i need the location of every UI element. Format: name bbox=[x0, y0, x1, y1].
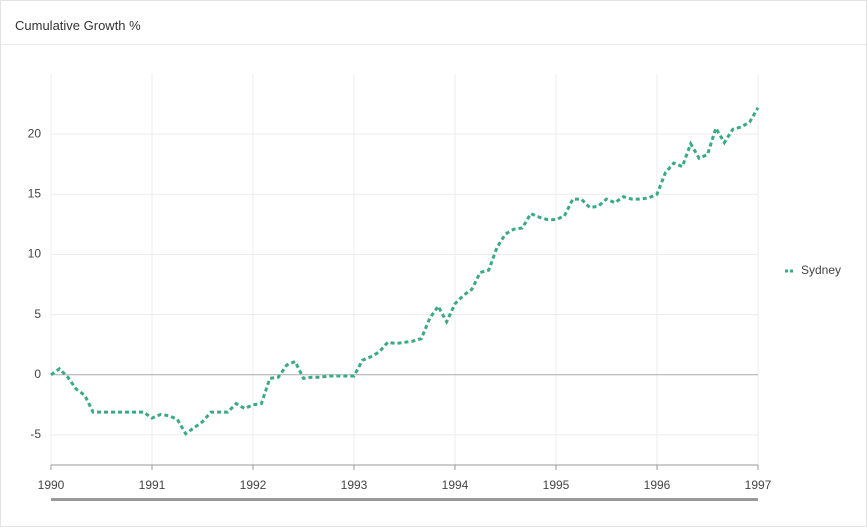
y-tick-label: 0 bbox=[34, 367, 41, 381]
x-tick-label: 1995 bbox=[543, 478, 570, 492]
y-tick-label: 15 bbox=[28, 186, 42, 200]
y-tick-label: 5 bbox=[34, 307, 41, 321]
x-tick-label: 1990 bbox=[38, 478, 65, 492]
scrollbar bbox=[51, 498, 758, 501]
x-tick-label: 1993 bbox=[341, 478, 368, 492]
x-tick-label: 1992 bbox=[240, 478, 267, 492]
x-tick-label: 1991 bbox=[139, 478, 166, 492]
card-header bbox=[1, 1, 866, 45]
line bbox=[50, 106, 760, 436]
y-tick-label: -5 bbox=[30, 427, 41, 441]
x-tick-label: 1997 bbox=[745, 478, 772, 492]
x-tick-label: 1996 bbox=[644, 478, 671, 492]
y-tick-label: 10 bbox=[28, 247, 42, 261]
y-tick-label: 20 bbox=[28, 126, 42, 140]
x-tick-label: 1994 bbox=[442, 478, 469, 492]
legend-label: Sydney bbox=[801, 263, 841, 277]
chart-title: Cumulative Growth % bbox=[15, 18, 141, 33]
